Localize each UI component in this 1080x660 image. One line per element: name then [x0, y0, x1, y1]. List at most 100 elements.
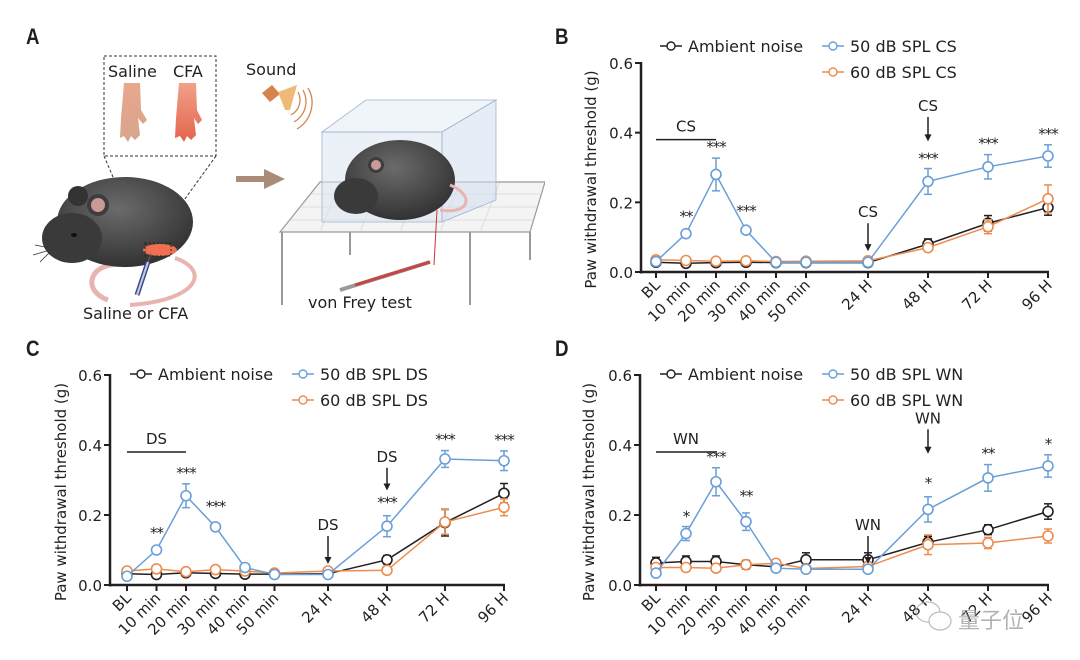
stimulus-label: CS [676, 118, 696, 136]
data-point [150, 563, 163, 575]
stimulus-arrow-head [864, 557, 872, 564]
panel-letter-b: B [555, 24, 569, 49]
panel-letter-c: C [26, 336, 40, 361]
legend-swatch-marker [828, 395, 838, 405]
inset-label-saline: Saline [108, 62, 157, 81]
y-tick-label: 0.6 [609, 55, 633, 73]
significance-label: *** [978, 135, 999, 153]
legend-label: 60 dB SPL WN [850, 391, 963, 410]
data-point [982, 523, 994, 536]
von-frey-label: von Frey test [308, 293, 412, 312]
data-point [982, 472, 994, 484]
data-point [439, 453, 451, 465]
stimulus-arrow-label: CS [858, 203, 878, 221]
series-line-2 [126, 506, 505, 574]
data-point [680, 527, 692, 540]
data-point [740, 558, 752, 571]
significance-label: *** [918, 149, 939, 167]
y-tick-label: 0.4 [608, 437, 632, 455]
data-point [982, 161, 994, 173]
data-point [498, 501, 510, 514]
data-point [862, 563, 874, 576]
y-axis-title: Paw withdrawal threshold (g) [582, 70, 600, 288]
data-point [209, 563, 222, 576]
panel-letter-d: D [555, 336, 569, 361]
stimulus-arrow-head [864, 244, 872, 252]
y-tick-label: 0.2 [608, 507, 632, 525]
wechat-icon [915, 601, 952, 631]
stimulus-arrow-label: WN [855, 516, 881, 534]
data-point [680, 227, 692, 240]
data-point [680, 254, 692, 267]
watermark-text: 量子位 [958, 609, 1024, 634]
y-tick-label: 0.2 [609, 194, 633, 212]
inset-label-cfa: CFA [173, 62, 203, 81]
significance-label: ** [740, 487, 755, 505]
data-point [322, 568, 334, 581]
legend-swatch-marker [828, 41, 838, 51]
significance-label: *** [377, 493, 398, 511]
data-point [800, 563, 812, 576]
data-point [268, 568, 281, 581]
data-point [1042, 150, 1054, 162]
data-point [740, 255, 752, 267]
significance-label: * [1045, 435, 1053, 453]
legend-label: 50 dB SPL WN [850, 365, 963, 384]
legend-label: 50 dB SPL DS [320, 365, 428, 384]
y-tick-label: 0.2 [78, 507, 102, 525]
data-point [770, 562, 782, 575]
data-point [439, 516, 451, 528]
y-tick-label: 0.0 [609, 264, 633, 282]
data-point [710, 475, 722, 488]
stimulus-arrow-head [383, 483, 391, 491]
data-point [209, 521, 222, 533]
significance-label: *** [736, 202, 757, 220]
data-point [150, 544, 163, 556]
data-point [982, 537, 994, 549]
legend-label: Ambient noise [688, 37, 803, 56]
significance-label: ** [982, 445, 997, 463]
stimulus-arrow-label: CS [918, 97, 938, 115]
data-point [740, 515, 752, 528]
y-tick-label: 0.6 [78, 367, 102, 385]
significance-label: ** [150, 524, 165, 542]
data-point [862, 256, 874, 269]
y-axis-title: Paw withdrawal threshold (g) [580, 383, 598, 601]
series-line-1 [655, 465, 1049, 574]
y-tick-label: 0.0 [78, 577, 102, 595]
significance-label: *** [206, 497, 227, 515]
significance-label: * [925, 474, 933, 492]
series-line-1 [126, 458, 505, 577]
saline-paw-icon [120, 83, 147, 142]
data-point [1042, 460, 1054, 472]
data-point [710, 255, 722, 268]
data-point [1042, 505, 1054, 518]
legend-label: 50 dB SPL CS [850, 37, 957, 56]
legend-swatch-marker [298, 395, 308, 405]
y-tick-label: 0.6 [608, 367, 632, 385]
significance-label: *** [494, 431, 515, 449]
inset-box [103, 55, 217, 157]
series-line-0 [655, 510, 1049, 568]
series-line-2 [655, 198, 1049, 263]
syringe-icon [134, 252, 152, 296]
data-point [121, 570, 133, 583]
y-tick-label: 0.0 [608, 577, 632, 595]
data-point [922, 175, 934, 188]
data-point [922, 503, 934, 516]
data-point [239, 561, 251, 574]
significance-label: *** [176, 464, 197, 482]
stimulus-arrow-label: DS [317, 516, 338, 534]
significance-label: * [683, 508, 691, 526]
data-point [180, 565, 192, 578]
legend-swatch-marker [666, 369, 676, 379]
legend-label: Ambient noise [688, 365, 803, 384]
data-point [650, 567, 662, 579]
significance-label: ** [680, 208, 695, 226]
data-point [180, 489, 192, 502]
mouse-injected-icon [32, 177, 197, 307]
stimulus-arrow-head [324, 557, 332, 564]
legend-label: Ambient noise [158, 365, 273, 384]
data-point [710, 168, 722, 181]
